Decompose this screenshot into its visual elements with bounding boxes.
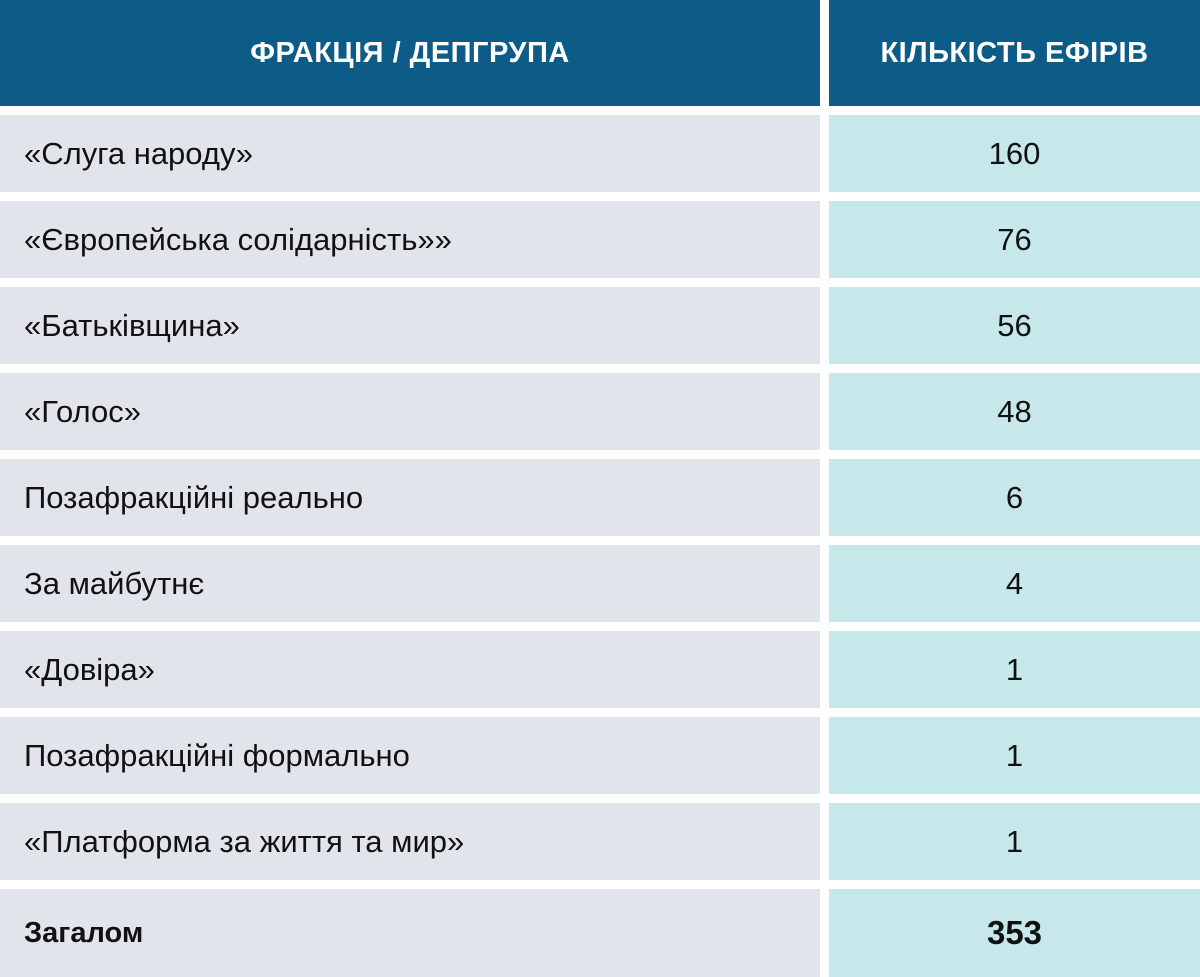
- row-label: Позафракційні реально: [0, 459, 820, 536]
- row-label: «Довіра»: [0, 631, 820, 708]
- row-value: 160: [829, 115, 1200, 192]
- row-value: 1: [829, 717, 1200, 794]
- row-label: «Батьківщина»: [0, 287, 820, 364]
- row-label: «Платформа за життя та мир»: [0, 803, 820, 880]
- row-value: 1: [829, 803, 1200, 880]
- column-header-faction: ФРАКЦІЯ / ДЕПГРУПА: [0, 0, 820, 106]
- row-label: «Голос»: [0, 373, 820, 450]
- total-value: 353: [829, 889, 1200, 977]
- row-value: 1: [829, 631, 1200, 708]
- row-value: 48: [829, 373, 1200, 450]
- row-value: 6: [829, 459, 1200, 536]
- row-value: 76: [829, 201, 1200, 278]
- row-label: Позафракційні формально: [0, 717, 820, 794]
- row-value: 56: [829, 287, 1200, 364]
- total-label: Загалом: [0, 889, 820, 977]
- row-value: 4: [829, 545, 1200, 622]
- row-label: За майбутнє: [0, 545, 820, 622]
- row-label: «Європейська солідарність»»: [0, 201, 820, 278]
- column-header-broadcasts: КІЛЬКІСТЬ ЕФІРІВ: [829, 0, 1200, 106]
- row-label: «Слуга народу»: [0, 115, 820, 192]
